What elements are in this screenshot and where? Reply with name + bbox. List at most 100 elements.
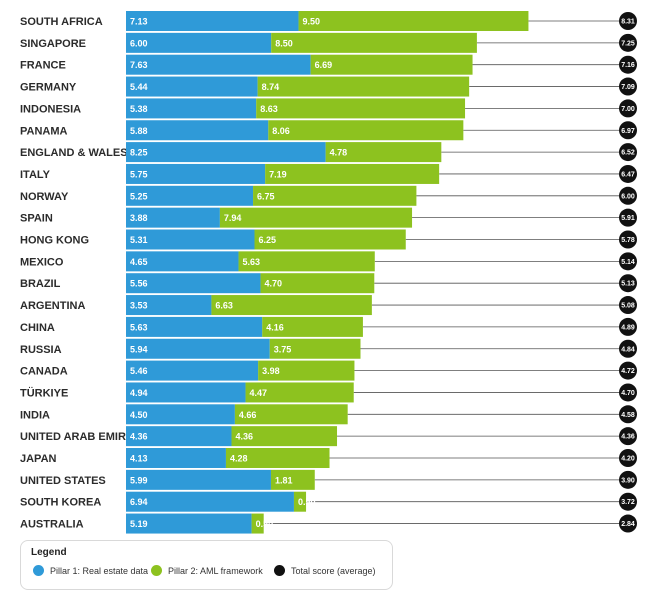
value-label-pillar2: 7.19: [269, 169, 287, 179]
bar-pillar2: [211, 295, 372, 316]
bar-pillar1: [126, 11, 299, 31]
bar-pillar2: [310, 54, 473, 75]
total-score-marker: [619, 230, 637, 249]
bar-pillar1: [126, 295, 212, 316]
category-label: RUSSIA: [20, 344, 62, 356]
legend-item-pillar2: Pillar 2: AML framework: [151, 565, 263, 576]
total-score-marker: [619, 186, 637, 205]
total-score-label: 5.08: [621, 303, 635, 310]
value-label-pillar1: 5.56: [130, 279, 148, 289]
total-score-marker: [619, 514, 637, 533]
bar-pillar1: [126, 448, 226, 468]
bar-pillar2: [238, 251, 375, 272]
category-label: AUSTRALIA: [20, 519, 84, 531]
total-score-label: 4.36: [621, 434, 635, 441]
bar-pillar2: [268, 120, 464, 141]
total-score-label: 6.00: [621, 193, 635, 200]
category-label: PANAMA: [20, 125, 68, 137]
bar-pillar1: [126, 229, 255, 250]
category-label: GERMANY: [20, 82, 77, 94]
category-label: FRANCE: [20, 60, 66, 72]
value-label-pillar1: 6.94: [130, 497, 148, 507]
value-label-pillar2: 5.63: [243, 257, 261, 267]
value-label-pillar2: 4.47: [250, 388, 268, 398]
category-label: TÜRKIYE: [20, 386, 68, 399]
category-label: ARGENTINA: [20, 300, 85, 312]
total-score-marker: [619, 252, 637, 271]
bar-pillar2: [262, 316, 363, 337]
bar-pillar2: [254, 229, 406, 250]
category-label: UNITED ARAB EMIRATES: [20, 431, 154, 443]
value-label-pillar1: 4.50: [130, 410, 148, 420]
bar-pillar1: [126, 32, 272, 53]
bar-pillar2: [234, 404, 348, 425]
legend-item-total: Total score (average): [274, 565, 376, 576]
total-score-label: 4.20: [621, 456, 635, 463]
total-score-marker: [619, 208, 637, 227]
value-label-pillar1: 7.13: [130, 17, 148, 27]
total-score-label: 7.16: [621, 62, 635, 69]
bar-pillar1: [126, 120, 269, 141]
bar-pillar2: [231, 426, 338, 447]
total-score-marker: [619, 492, 637, 511]
total-score-marker: [619, 33, 637, 52]
value-label-pillar1: 5.99: [130, 475, 148, 485]
bar-pillar2: [256, 98, 466, 119]
bar-pillar1: [126, 54, 311, 75]
total-score-label: 3.72: [621, 499, 635, 506]
bar-pillar2: [260, 273, 375, 294]
category-label: CANADA: [20, 366, 68, 378]
value-label-pillar2: 3.98: [262, 366, 280, 376]
total-score-marker: [619, 12, 637, 30]
bar-pillar1: [126, 404, 235, 425]
total-score-label: 4.89: [621, 324, 635, 331]
value-label-pillar2: 4.36: [236, 432, 254, 442]
value-label-pillar1: 4.13: [130, 454, 148, 464]
total-score-label: 5.14: [621, 259, 635, 266]
legend-label-total: Total score (average): [291, 565, 376, 576]
total-score-label: 2.84: [621, 521, 635, 528]
stacked-bar-chart: SOUTH AFRICA 7.13 9.50 8.31 SINGAPORE 6.00 8.5…: [20, 11, 637, 534]
value-label-pillar2: 6.63: [215, 301, 233, 311]
bar-pillar2: [251, 513, 264, 534]
total-score-label: 4.84: [621, 346, 635, 353]
bar-pillar1: [126, 360, 259, 381]
category-label: NORWAY: [20, 191, 69, 203]
total-score-marker: [619, 361, 637, 380]
value-label-pillar1: 5.46: [130, 366, 148, 376]
category-label: SOUTH KOREA: [20, 497, 101, 509]
legend-swatch-pillar1: [33, 565, 44, 576]
total-score-label: 6.47: [621, 171, 635, 178]
bar-pillar1: [126, 513, 252, 534]
total-score-marker: [619, 164, 637, 183]
total-score-marker: [619, 405, 637, 424]
value-label-pillar1: 4.94: [130, 388, 148, 398]
total-score-marker: [619, 427, 637, 446]
total-score-label: 5.91: [621, 215, 635, 222]
legend-label-pillar2: Pillar 2: AML framework: [168, 565, 263, 576]
total-score-label: 7.09: [621, 84, 635, 91]
total-score-marker: [619, 55, 637, 74]
value-label-pillar1: 5.63: [130, 322, 148, 332]
category-label: INDONESIA: [20, 103, 81, 115]
total-score-label: 6.97: [621, 128, 635, 135]
bar-pillar2: [298, 11, 529, 31]
value-label-pillar1: 6.00: [130, 38, 148, 48]
total-score-label: 4.70: [621, 390, 635, 397]
bar-pillar2: [271, 32, 477, 53]
category-label: HONG KONG: [20, 235, 89, 247]
total-score-marker: [619, 470, 637, 489]
value-label-pillar2: 3.75: [274, 344, 292, 354]
bar-pillar1: [126, 98, 257, 119]
bar-pillar1: [126, 185, 254, 206]
bar-pillar2: [225, 448, 330, 468]
total-score-marker: [619, 449, 637, 467]
bar-pillar2: [269, 338, 361, 359]
value-label-pillar1: 5.44: [130, 82, 148, 92]
total-score-marker: [619, 99, 637, 118]
value-label-pillar2: 4.28: [230, 454, 248, 464]
total-score-marker: [619, 121, 637, 140]
bar-pillar1: [126, 316, 263, 337]
category-label: MEXICO: [20, 256, 64, 268]
bar-pillar2: [257, 76, 470, 97]
